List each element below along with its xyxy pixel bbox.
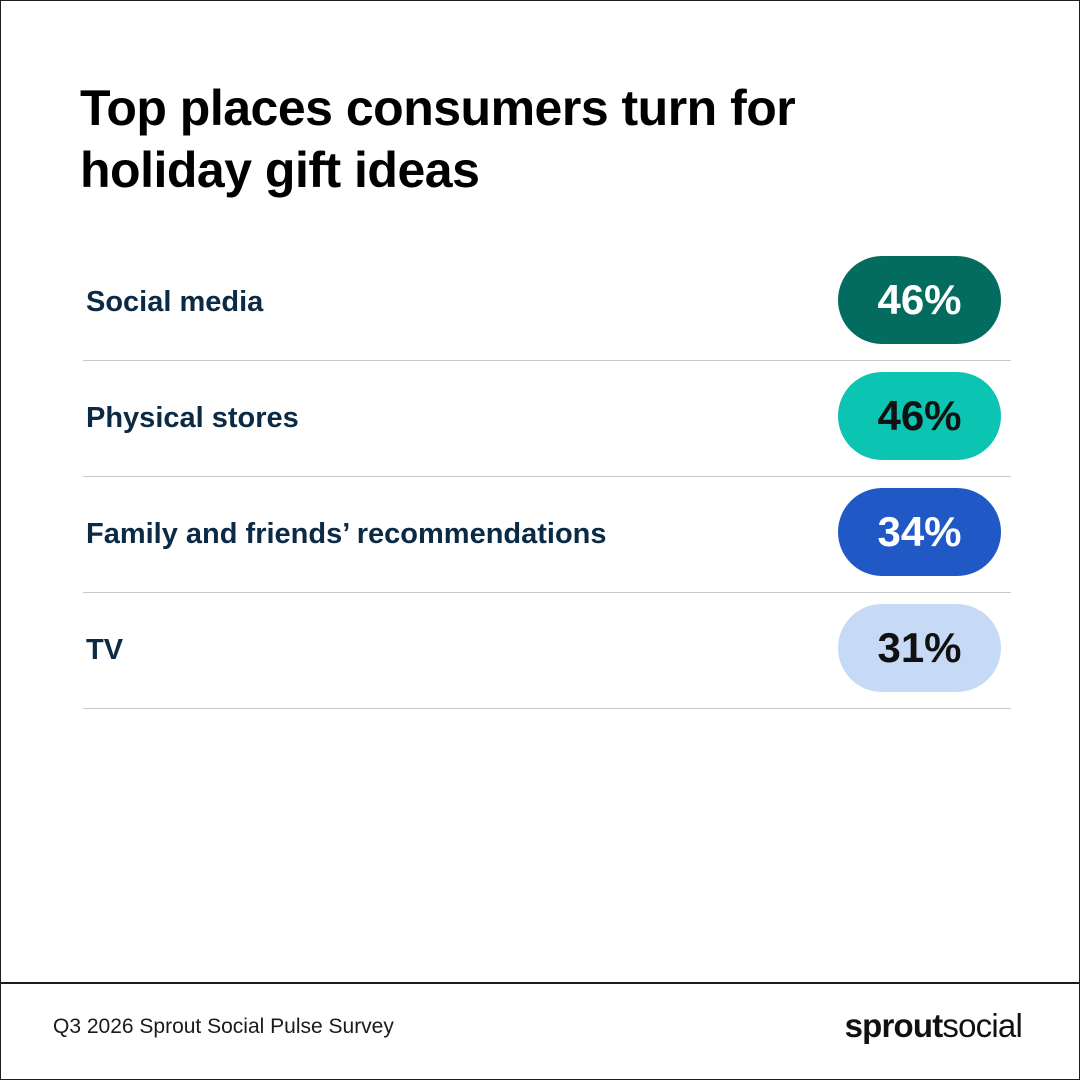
category-label: TV <box>86 634 124 666</box>
ranking-list: Social media 46% Physical stores 46% Family … <box>83 245 1011 709</box>
category-label: Physical stores <box>86 402 299 434</box>
chart-row: Physical stores 46% <box>83 361 1011 477</box>
chart-row: TV 31% <box>83 593 1011 709</box>
logo-word-sprout: sprout <box>844 1007 944 1044</box>
value-pill: 34% <box>838 488 1001 576</box>
chart-row: Family and friends’ recommendations 34% <box>83 477 1011 593</box>
value-pill: 46% <box>838 256 1001 344</box>
logo-word-social: social <box>942 1007 1022 1044</box>
sprout-social-logo: sproutsocial <box>844 1007 1023 1045</box>
value-pill: 31% <box>838 604 1001 692</box>
value-pill: 46% <box>838 372 1001 460</box>
chart-title: Top places consumers turn for holiday gi… <box>80 80 796 198</box>
category-label: Social media <box>86 286 264 318</box>
chart-row: Social media 46% <box>83 245 1011 361</box>
source-note: Q3 2026 Sprout Social Pulse Survey <box>53 1015 394 1038</box>
category-label: Family and friends’ recommendations <box>86 518 607 550</box>
footer-divider <box>1 982 1080 984</box>
